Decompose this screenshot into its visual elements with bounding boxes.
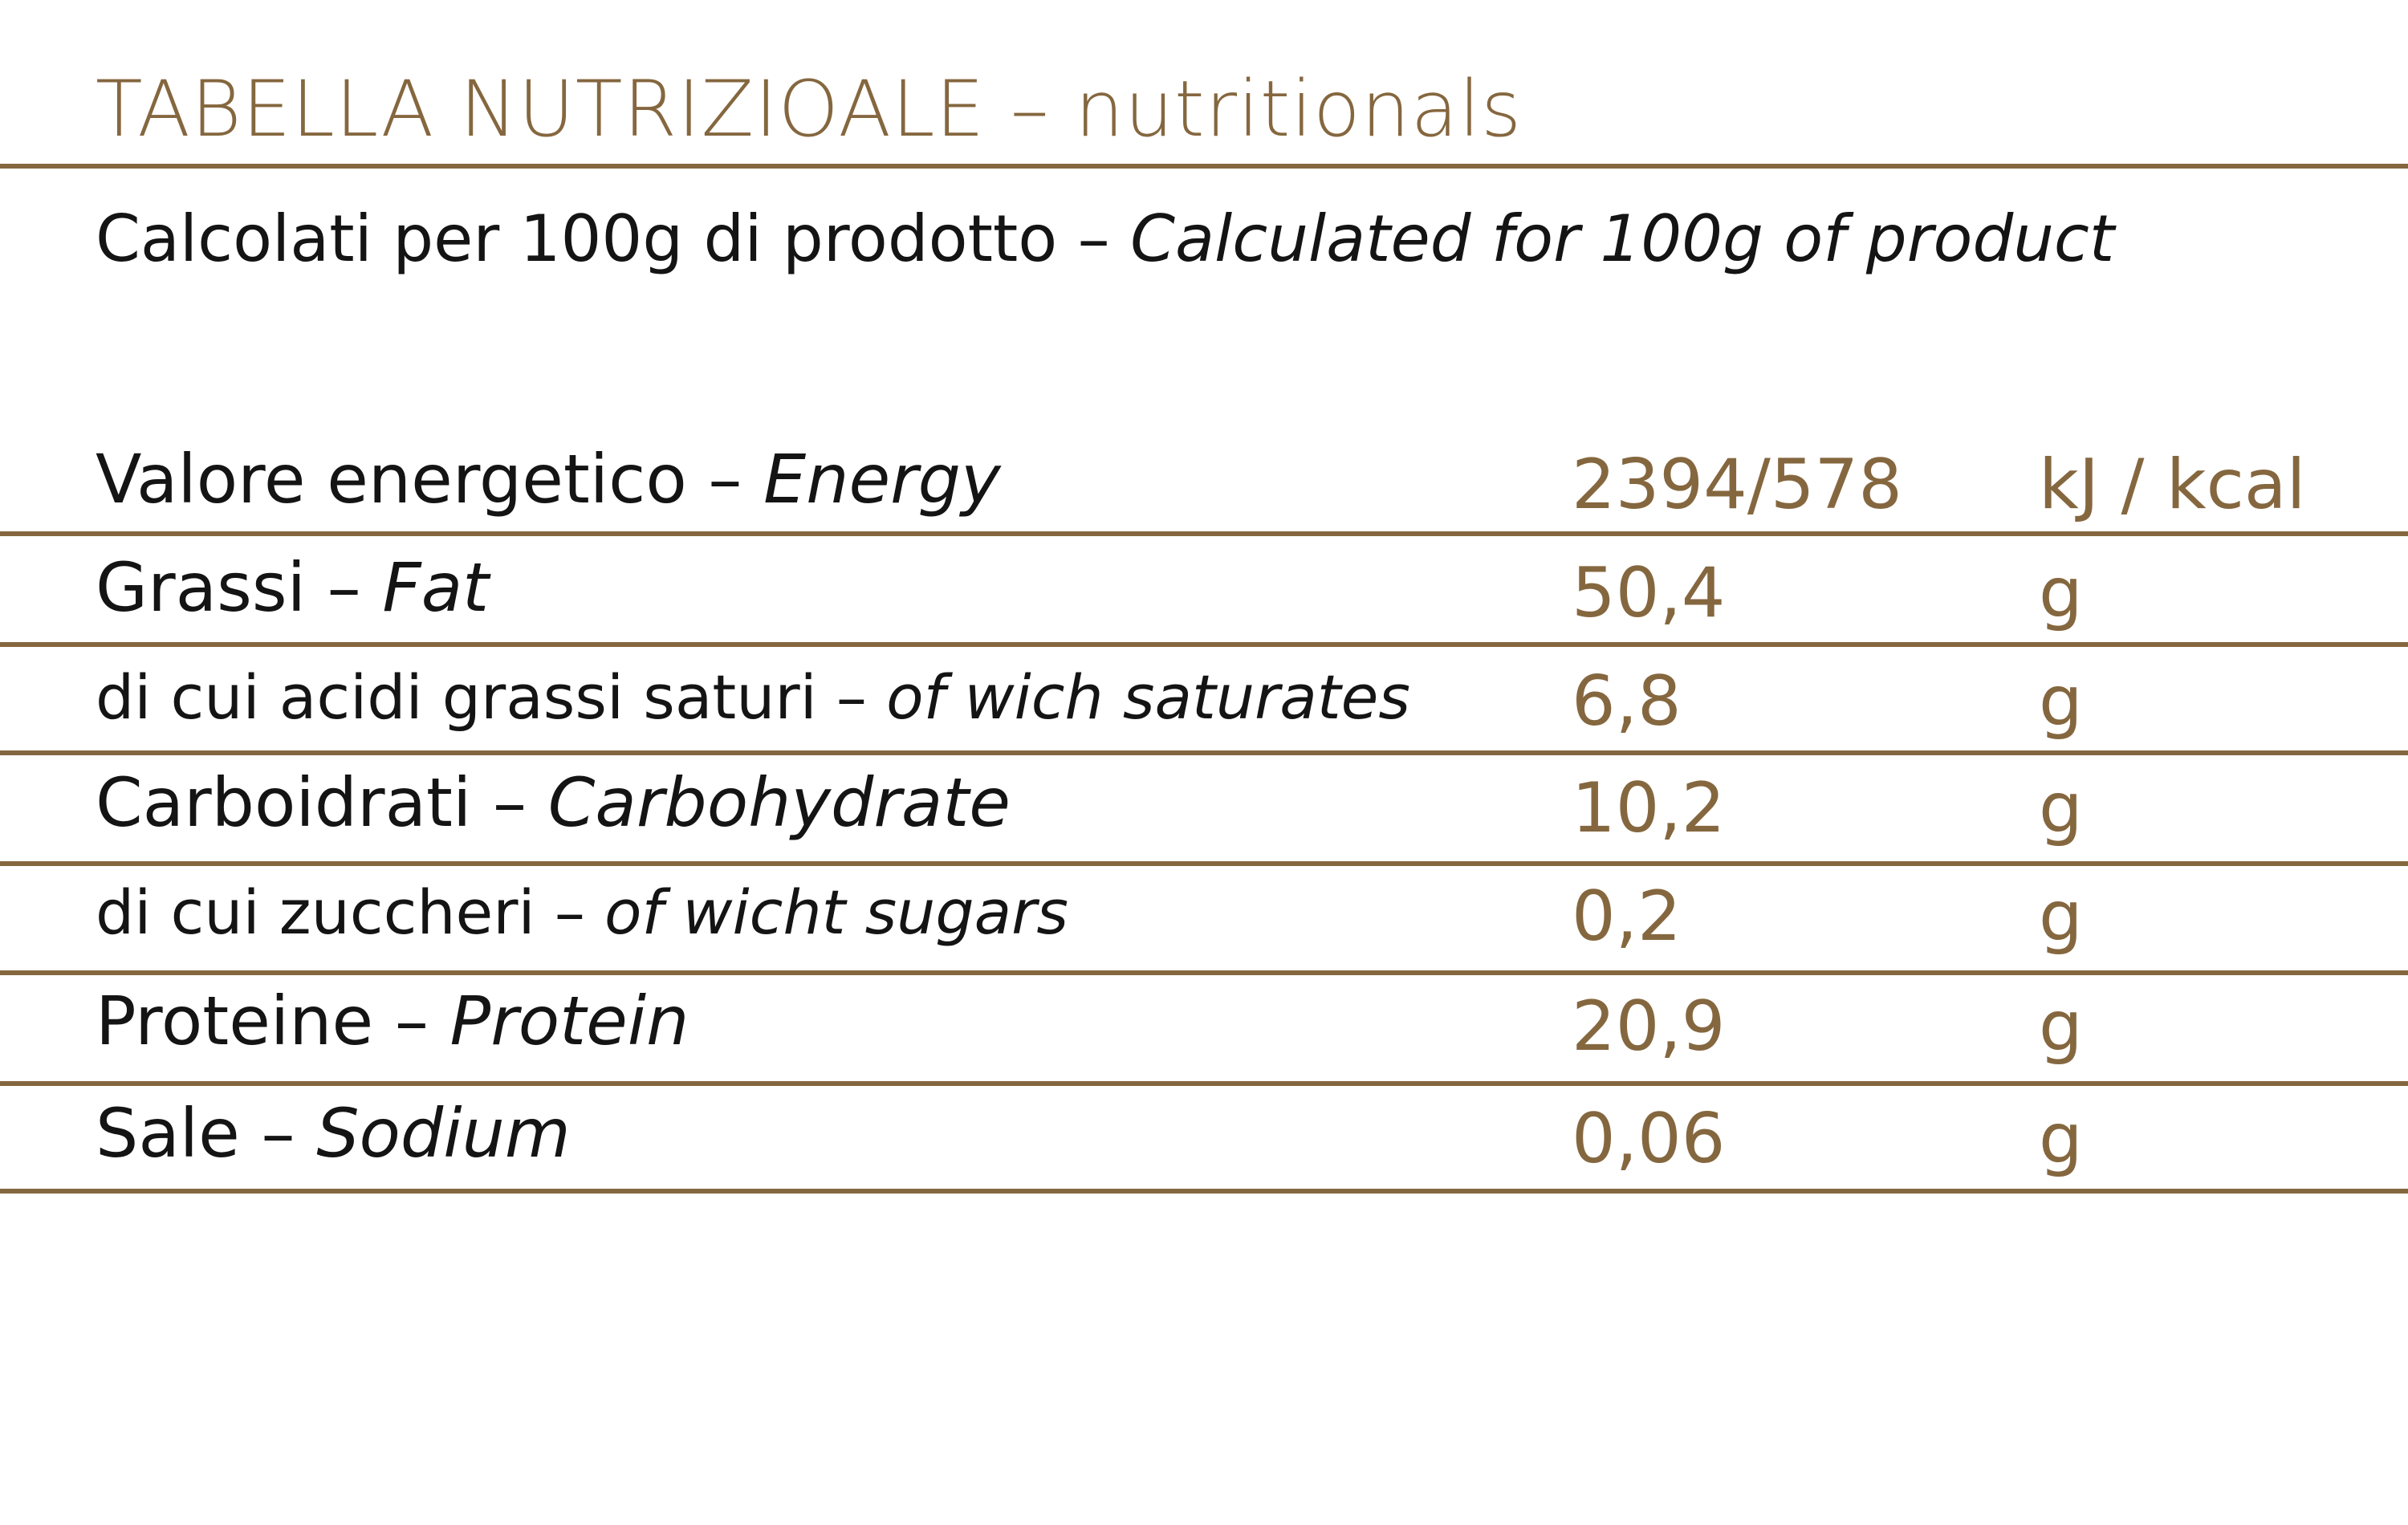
row-label: Valore energetico – Energy	[96, 445, 1001, 513]
row-label-en: of wich saturates	[886, 661, 1410, 733]
divider	[0, 1081, 2408, 1086]
row-label: Grassi – Fat	[96, 554, 489, 621]
divider	[0, 750, 2408, 755]
row-label-it: di cui zuccheri –	[96, 876, 604, 948]
subtitle-en: Calculated for 100g of product	[1130, 201, 2115, 276]
divider	[0, 531, 2408, 536]
row-label-en: Carbohydrate	[547, 763, 1011, 842]
row-unit: g	[2039, 553, 2083, 633]
row-value: 50,4	[1572, 553, 1726, 633]
row-label-it: di cui acidi grassi saturi –	[96, 661, 887, 733]
row-value: 10,2	[1572, 768, 1726, 848]
row-unit: g	[2039, 768, 2083, 848]
divider	[0, 861, 2408, 866]
row-value: 6,8	[1572, 661, 1682, 742]
row-label-en: of wicht sugars	[604, 876, 1068, 948]
subtitle-it: Calcolati per 100g di prodotto –	[96, 201, 1131, 276]
row-label-en: Protein	[449, 982, 689, 1060]
divider	[0, 970, 2408, 975]
row-label-it: Sale –	[96, 1094, 317, 1173]
divider	[0, 164, 2408, 169]
row-label-it: Carboidrati –	[96, 763, 548, 842]
row-value: 0,2	[1572, 876, 1682, 957]
row-label: Proteine – Protein	[96, 987, 689, 1055]
divider	[0, 1189, 2408, 1194]
row-unit: g	[2039, 661, 2083, 742]
row-value: 2394/578	[1572, 445, 1902, 525]
row-label-en: Energy	[763, 440, 1001, 518]
title: TABELLA NUTRIZIOALE – nutritionals	[96, 64, 1523, 154]
divider	[0, 642, 2408, 647]
row-unit: g	[2039, 986, 2083, 1067]
row-value: 20,9	[1572, 986, 1726, 1067]
row-unit: kJ / kcal	[2039, 445, 2306, 525]
row-label: di cui zuccheri – of wicht sugars	[96, 882, 1068, 943]
row-label: Sale – Sodium	[96, 1100, 571, 1167]
row-label: Carboidrati – Carbohydrate	[96, 769, 1011, 836]
subtitle: Calcolati per 100g di prodotto – Calcula…	[96, 207, 2114, 271]
row-value: 0,06	[1572, 1099, 1726, 1179]
row-label-it: Grassi –	[96, 548, 383, 627]
row-label-en: Fat	[382, 548, 490, 627]
row-label-it: Proteine –	[96, 982, 450, 1060]
row-label-en: Sodium	[316, 1094, 571, 1173]
row-unit: g	[2039, 876, 2083, 957]
row-label: di cui acidi grassi saturi – of wich sat…	[96, 667, 1410, 728]
row-unit: g	[2039, 1099, 2083, 1179]
row-label-it: Valore energetico –	[96, 440, 764, 518]
